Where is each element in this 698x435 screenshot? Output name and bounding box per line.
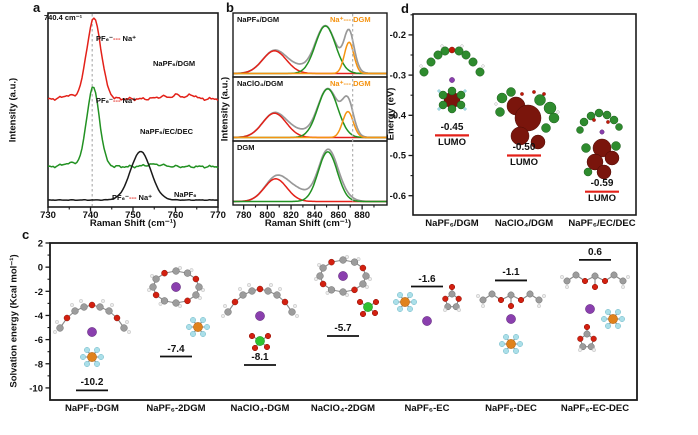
solvation-value-6: -1.1 <box>502 267 520 278</box>
c-category-2: NaPF₆-2DGM <box>146 403 206 414</box>
svg-text:-4: -4 <box>35 311 44 322</box>
c-category-1: NaPF₆-DGM <box>65 403 119 414</box>
panel-a-xlabel: Raman Shift (cm⁻¹) <box>89 218 177 229</box>
svg-text:-0.4: -0.4 <box>390 111 407 122</box>
svg-text:880: 880 <box>354 210 370 221</box>
lumo-value-napf6-dgm: -0.45 <box>440 122 464 133</box>
solvation-value-3: -8.1 <box>251 352 269 363</box>
lumo-value-naclo4-dgm: -0.50 <box>512 142 536 153</box>
peak-label-napf6-ecdec: PF₆⁻--- Na⁺ <box>96 96 137 105</box>
panel-b-xlabel: Raman Shift (cm⁻¹) <box>264 218 352 229</box>
svg-text:-2: -2 <box>35 287 43 298</box>
svg-text:760: 760 <box>168 210 184 221</box>
c-category-3: NaClO₄-DGM <box>230 403 290 414</box>
series-label-napf6-dgm: NaPF₆/DGM <box>153 59 196 68</box>
svg-text:730: 730 <box>40 210 56 221</box>
d-category-napf6-dgm: NaPF₆/DGM <box>425 218 479 229</box>
panel-c-tag: c <box>22 227 30 242</box>
panel-d-ylabel: Energy (eV) <box>385 87 397 141</box>
svg-text:-8: -8 <box>35 359 43 370</box>
svg-text:840: 840 <box>307 210 323 221</box>
peak-label-napf6: PF₆⁻--- Na⁺ <box>112 193 153 202</box>
legend-na-dgm-2: Na⁺--- DGM <box>330 79 371 88</box>
series-label-napf6: NaPF₆ <box>174 190 197 199</box>
svg-text:820: 820 <box>283 210 299 221</box>
solvation-value-4: -5.7 <box>334 323 352 334</box>
svg-text:-0.6: -0.6 <box>390 191 406 202</box>
lumo-label-3: LUMO <box>588 193 616 204</box>
svg-text:-0.5: -0.5 <box>390 151 407 162</box>
d-category-naclo4-dgm: NaClO₄/DGM <box>494 218 554 229</box>
raman-peak-annotation: 740.4 cm⁻¹ <box>44 13 83 22</box>
d-category-napf6-ecdec: NaPF₆/EC/DEC <box>568 218 636 229</box>
svg-text:860: 860 <box>331 210 347 221</box>
panel-b-tag: b <box>226 0 234 15</box>
svg-text:-10: -10 <box>29 383 43 394</box>
peak-label-napf6-dgm: PF₆⁻--- Na⁺ <box>96 34 137 43</box>
svg-text:780: 780 <box>236 210 252 221</box>
solvation-value-5: -1.6 <box>418 274 436 285</box>
legend-na-dgm-1: Na⁺--- DGM <box>330 15 371 24</box>
c-category-5: NaPF₆-EC <box>404 403 450 414</box>
lumo-label-1: LUMO <box>438 137 466 148</box>
svg-text:0: 0 <box>38 263 43 274</box>
solvation-value-1: -10.2 <box>80 377 104 388</box>
lumo-label-2: LUMO <box>510 157 538 168</box>
svg-text:800: 800 <box>259 210 275 221</box>
c-category-7: NaPF₆-EC-DEC <box>560 403 630 414</box>
solvation-value-7: 0.6 <box>588 247 602 258</box>
svg-text:740: 740 <box>83 210 99 221</box>
svg-text:-6: -6 <box>35 335 43 346</box>
subpanel-label-naclo4-dgm: NaClO₄/DGM <box>237 79 284 88</box>
subpanel-label-dgm: DGM <box>237 143 255 152</box>
panel-c-ylabel: Solvation energy (Kcal mol⁻¹) <box>8 254 20 388</box>
panel-a-tag: a <box>33 0 41 15</box>
panel-b-ylabel: Intensity (a.u.) <box>219 76 231 142</box>
svg-text:-0.2: -0.2 <box>390 30 406 41</box>
c-category-4: NaClO₄-2DGM <box>310 403 376 414</box>
svg-text:2: 2 <box>38 239 43 250</box>
svg-text:770: 770 <box>210 210 226 221</box>
svg-text:-0.3: -0.3 <box>390 70 406 81</box>
svg-text:750: 750 <box>125 210 141 221</box>
c-category-6: NaPF₆-DEC <box>485 403 537 414</box>
lumo-value-napf6-ecdec: -0.59 <box>590 178 614 189</box>
panel-a-ylabel: Intensity (a.u.) <box>7 77 19 143</box>
panel-d-tag: d <box>401 1 409 16</box>
series-label-napf6-ecdec: NaPF₆/EC/DEC <box>140 127 193 136</box>
solvation-value-2: -7.4 <box>167 344 185 355</box>
subpanel-label-napf6-dgm: NaPF₆/DGM <box>237 15 280 24</box>
